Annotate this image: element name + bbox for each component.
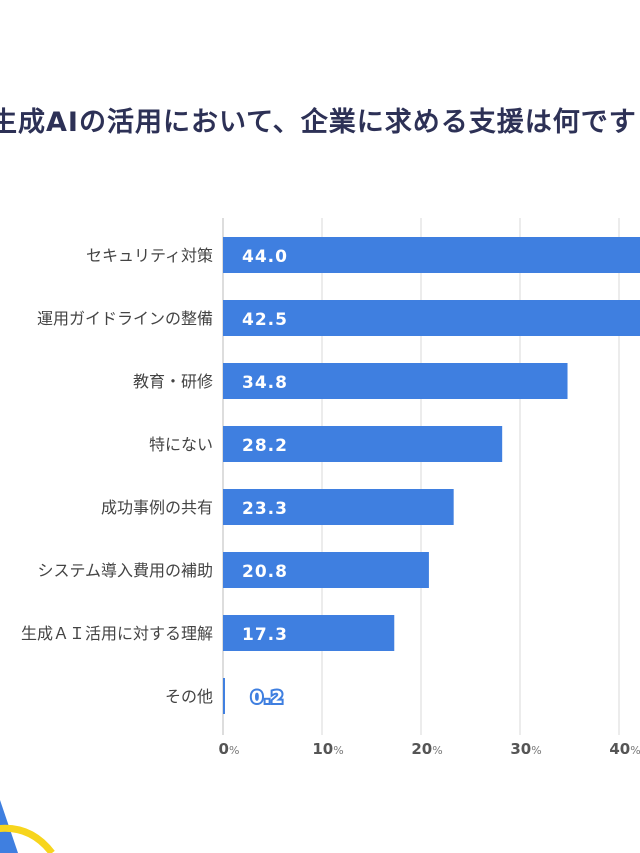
bar (223, 552, 429, 588)
category-label: 特にない (149, 435, 213, 454)
bar (223, 237, 640, 273)
data-label: 44.0 (242, 247, 288, 267)
category-label: 生成ＡＩ活用に対する理解 (21, 624, 213, 643)
x-tick-label: 10% (312, 740, 343, 758)
decor-arc-icon (0, 824, 55, 853)
x-tick-label: 40% (609, 740, 640, 758)
bar (223, 426, 503, 462)
category-label: 教育・研修 (133, 372, 213, 391)
bar (223, 615, 395, 651)
bar (223, 489, 454, 525)
category-label: 運用ガイドラインの整備 (37, 309, 213, 328)
x-tick-label: 30% (510, 740, 541, 758)
data-label: 28.2 (242, 436, 288, 456)
data-label: 20.8 (242, 562, 288, 582)
data-label: 42.5 (242, 310, 288, 330)
category-label: その他 (165, 687, 213, 706)
data-label: 34.8 (242, 373, 288, 393)
category-label: 成功事例の共有 (101, 498, 213, 517)
bar (223, 363, 568, 399)
bar (223, 678, 225, 714)
data-label: 0.2 (251, 688, 284, 708)
category-label: システム導入費用の補助 (37, 561, 213, 580)
category-label: セキュリティ対策 (86, 246, 213, 265)
x-tick-label: 20% (411, 740, 442, 758)
x-tick-label: 0% (219, 740, 240, 758)
bar (223, 300, 640, 336)
chart-title: 生成AIの活用において、企業に求める支援は何です (0, 107, 637, 138)
data-label: 23.3 (242, 499, 288, 519)
data-label: 17.3 (242, 625, 288, 645)
